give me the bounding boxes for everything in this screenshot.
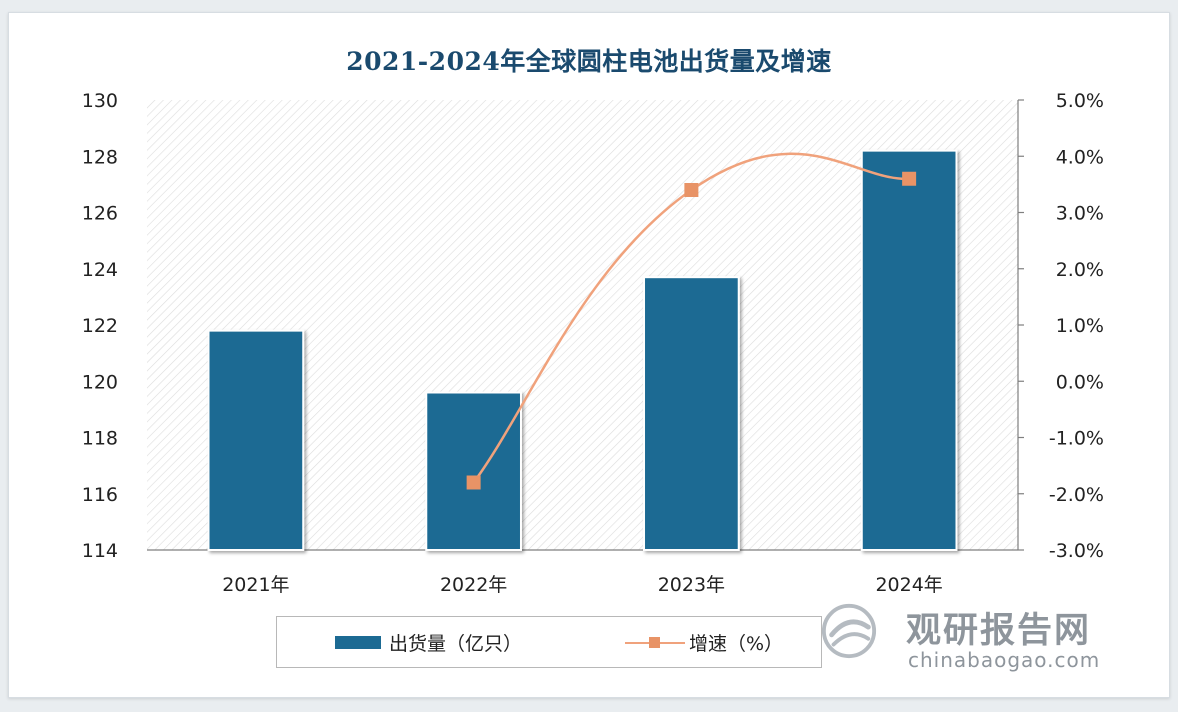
- watermark-logo-icon: [821, 603, 877, 659]
- y-right-tick-label: 2.0%: [1056, 259, 1104, 281]
- watermark-url: chinabaogao.com: [908, 648, 1101, 672]
- y-right-tick-label: 3.0%: [1056, 203, 1104, 225]
- y-left-tick-label: 116: [82, 484, 118, 506]
- y-right-tick-label: 0.0%: [1056, 371, 1104, 393]
- y-left-tick-label: 122: [82, 315, 118, 337]
- y-left-tick-label: 118: [82, 428, 118, 450]
- watermark-name: 观研报告网: [906, 611, 1092, 651]
- y-left-tick-label: 126: [82, 203, 118, 225]
- y-right-tick-label: -1.0%: [1049, 428, 1104, 450]
- bar-shipments: [643, 276, 740, 551]
- line-growth: [472, 152, 910, 484]
- y-left-tick-label: 130: [82, 90, 118, 112]
- y-right-tick-label: -3.0%: [1049, 540, 1104, 562]
- marker-growth: [684, 183, 699, 197]
- legend-bar-swatch: [335, 636, 381, 649]
- y-left-tick-label: 128: [82, 146, 118, 168]
- y-right-tick-label: 1.0%: [1056, 315, 1104, 337]
- bar-shipments: [207, 329, 305, 551]
- legend: 出货量（亿只） 增速（%）: [276, 616, 822, 668]
- legend-line-swatch: [625, 633, 685, 653]
- watermark: 观研报告网 chinabaogao.com: [816, 596, 1146, 686]
- x-tick-label: 2021年: [222, 574, 289, 596]
- bar-shipments: [425, 391, 522, 551]
- legend-label-growth: 增速（%）: [689, 633, 784, 655]
- x-tick-label: 2022年: [440, 574, 507, 596]
- y-left-tick-label: 124: [82, 259, 118, 281]
- marker-growth: [466, 475, 481, 490]
- y-right-tick-label: -2.0%: [1049, 484, 1104, 506]
- legend-label-shipments: 出货量（亿只）: [389, 633, 523, 655]
- x-tick-label: 2023年: [658, 574, 725, 596]
- x-tick-label: 2024年: [875, 574, 942, 596]
- marker-growth: [902, 171, 917, 186]
- y-right-tick-label: 4.0%: [1056, 146, 1104, 168]
- chart-title: 2021-2024年全球圆柱电池出货量及增速: [346, 47, 832, 76]
- bar-shipments: [860, 149, 958, 551]
- y-right-tick-label: 5.0%: [1056, 90, 1104, 112]
- legend-item-shipments: 出货量（亿只）: [335, 629, 522, 656]
- legend-item-growth: 增速（%）: [625, 629, 783, 656]
- y-left-tick-label: 114: [82, 540, 118, 562]
- y-left-tick-label: 120: [82, 371, 118, 393]
